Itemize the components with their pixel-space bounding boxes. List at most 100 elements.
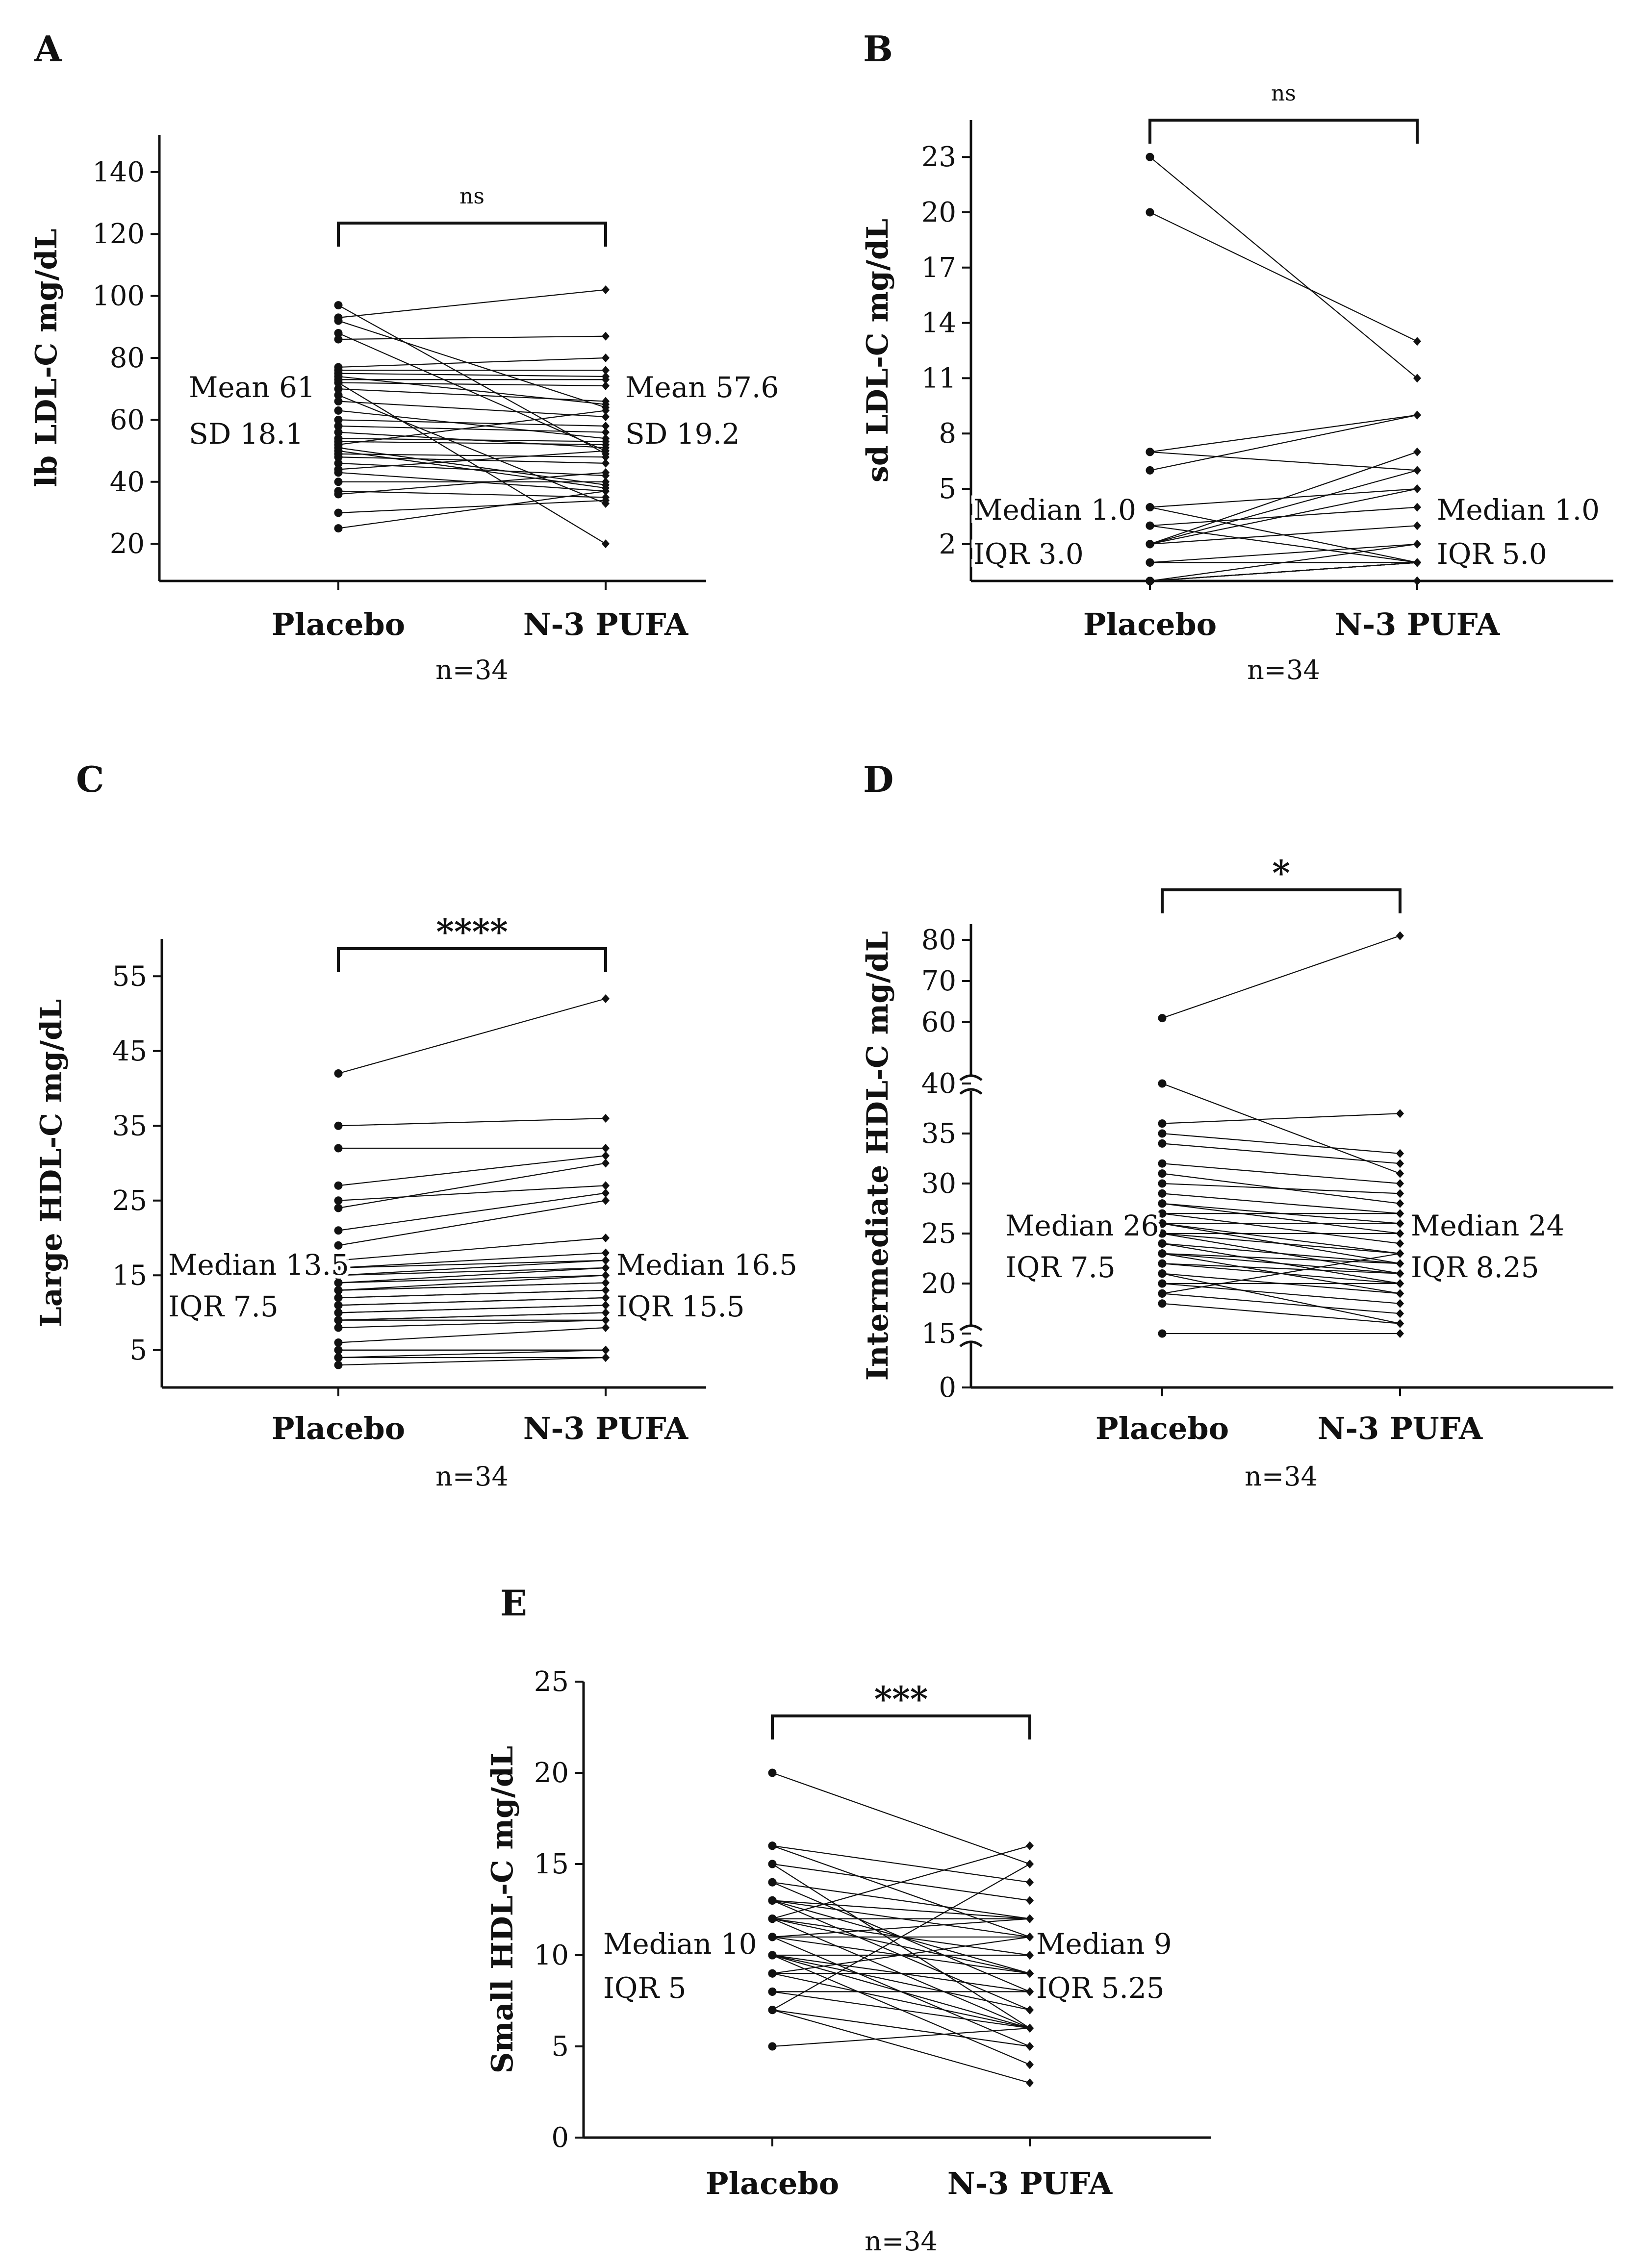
n3-pufa-point bbox=[1026, 1951, 1034, 1960]
x-category-placebo: Placebo bbox=[272, 1411, 405, 1446]
placebo-point bbox=[768, 1951, 777, 1960]
placebo-point bbox=[1158, 1249, 1167, 1258]
placebo-point bbox=[1158, 1079, 1167, 1088]
significance-label: **** bbox=[436, 911, 508, 952]
pair-line bbox=[338, 441, 606, 446]
n3-pufa-point bbox=[602, 1144, 610, 1153]
pair-line bbox=[338, 1260, 606, 1269]
pair-line bbox=[338, 382, 606, 386]
pair-line bbox=[338, 401, 606, 418]
n3-pufa-point bbox=[602, 458, 610, 468]
y-tick-label: 25 bbox=[112, 1185, 147, 1217]
n3-pufa-point bbox=[602, 1301, 610, 1310]
n3-pufa-point bbox=[1396, 1239, 1404, 1248]
y-tick-label: 23 bbox=[921, 141, 956, 173]
axis-break-mark bbox=[959, 1074, 983, 1095]
y-tick-label: 20 bbox=[110, 528, 145, 560]
pair-line bbox=[1149, 562, 1418, 582]
placebo-point bbox=[334, 378, 343, 387]
placebo-point bbox=[334, 397, 343, 405]
placebo-point bbox=[1158, 1014, 1167, 1023]
placebo-point bbox=[334, 1309, 343, 1317]
panel-label: A bbox=[34, 28, 62, 70]
placebo-point bbox=[334, 391, 343, 400]
pair-line bbox=[338, 490, 606, 498]
n3-pufa-stat-1: Median 9 bbox=[1036, 1927, 1172, 1961]
n3-pufa-point bbox=[602, 375, 610, 384]
pair-line bbox=[338, 500, 606, 514]
y-tick-label: 30 bbox=[921, 1168, 956, 1200]
pair-line bbox=[1162, 1193, 1401, 1214]
n3-pufa-point bbox=[1396, 1289, 1404, 1298]
n3-pufa-point bbox=[1413, 484, 1421, 493]
y-tick-label: 5 bbox=[129, 1335, 147, 1366]
pair-line bbox=[1162, 1203, 1401, 1235]
y-tick-label: 120 bbox=[92, 218, 145, 250]
y-tick-label: 20 bbox=[534, 1757, 569, 1789]
pair-line bbox=[338, 453, 606, 458]
pair-line bbox=[1149, 525, 1418, 545]
significance-label: ns bbox=[459, 184, 484, 209]
placebo-point bbox=[334, 1241, 343, 1250]
placebo-stat-1: Median 10 bbox=[603, 1927, 757, 1961]
placebo-point bbox=[334, 459, 343, 468]
n3-pufa-point bbox=[602, 406, 610, 415]
placebo-point bbox=[334, 1263, 343, 1272]
panel-label: B bbox=[863, 28, 893, 70]
placebo-point bbox=[334, 415, 343, 424]
y-tick-label: 5 bbox=[939, 473, 956, 505]
placebo-point bbox=[768, 1860, 777, 1868]
n3-pufa-point bbox=[1396, 1199, 1404, 1208]
placebo-point bbox=[1158, 1229, 1167, 1238]
n3-pufa-point bbox=[602, 1308, 610, 1317]
n3-pufa-point bbox=[602, 331, 610, 341]
n3-pufa-point bbox=[602, 1196, 610, 1205]
y-tick-label: 100 bbox=[92, 280, 145, 312]
n-label: n=34 bbox=[1247, 655, 1320, 685]
placebo-point bbox=[334, 1316, 343, 1325]
y-tick-label: 40 bbox=[110, 466, 145, 498]
pair-line bbox=[1162, 1223, 1401, 1254]
y-tick-label: 2 bbox=[939, 529, 956, 560]
pair-line bbox=[1162, 1303, 1401, 1324]
n3-pufa-point bbox=[1413, 521, 1421, 530]
panel-a: A 20 40 60 80 100 120 140 lb LDL-C mg/dL Placebo N… bbox=[29, 28, 782, 685]
placebo-point bbox=[768, 1987, 777, 1996]
placebo-point bbox=[768, 1969, 777, 1978]
n3-pufa-point bbox=[602, 468, 610, 477]
y-tick-label: 15 bbox=[112, 1260, 147, 1291]
placebo-point bbox=[768, 2042, 777, 2051]
x-category-placebo: Placebo bbox=[706, 2166, 839, 2201]
n3-pufa-point bbox=[602, 412, 610, 422]
y-tick-label: 35 bbox=[921, 1118, 956, 1150]
placebo-point bbox=[334, 406, 343, 415]
n3-pufa-point bbox=[602, 1234, 610, 1242]
n-label: n=34 bbox=[1245, 1461, 1318, 1492]
paired-data bbox=[1146, 152, 1421, 585]
placebo-stat-1: Median 1.0 bbox=[973, 493, 1136, 527]
pair-line bbox=[772, 1864, 1030, 2011]
pair-line bbox=[1149, 488, 1418, 545]
n3-pufa-point bbox=[602, 1271, 610, 1280]
pair-line bbox=[338, 1275, 606, 1291]
x-category-placebo: Placebo bbox=[272, 606, 405, 642]
n3-pufa-point bbox=[602, 440, 610, 449]
n3-pufa-point bbox=[602, 422, 610, 431]
n3-pufa-point bbox=[1396, 1319, 1404, 1328]
n3-pufa-point bbox=[602, 1353, 610, 1362]
n3-pufa-point bbox=[602, 381, 610, 390]
pair-line bbox=[338, 1192, 606, 1231]
pair-line bbox=[338, 1252, 606, 1269]
pair-line bbox=[1149, 212, 1418, 342]
n3-pufa-point bbox=[602, 1345, 610, 1355]
paired-data bbox=[1158, 931, 1404, 1338]
pair-line bbox=[1162, 1213, 1401, 1244]
placebo-point bbox=[334, 468, 343, 477]
placebo-point bbox=[334, 1346, 343, 1355]
placebo-point bbox=[334, 1204, 343, 1212]
pair-line bbox=[338, 472, 606, 495]
placebo-point bbox=[1158, 1259, 1167, 1268]
n3-pufa-point bbox=[602, 1285, 610, 1295]
n3-pufa-point bbox=[1413, 337, 1421, 346]
